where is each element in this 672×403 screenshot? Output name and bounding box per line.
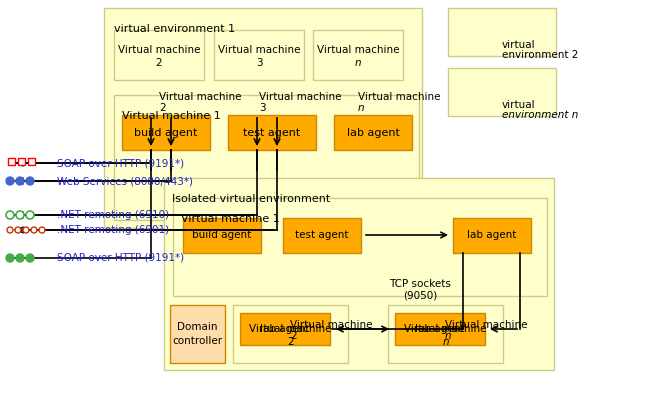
Bar	[453, 218, 531, 253]
Text: n: n	[442, 337, 449, 347]
Bar	[228, 115, 316, 150]
Circle shape	[31, 227, 37, 233]
Text: test agent: test agent	[243, 127, 300, 137]
Text: build agent: build agent	[192, 231, 251, 241]
Bar	[388, 305, 503, 363]
Text: n: n	[358, 103, 365, 113]
Text: Virtual machine: Virtual machine	[159, 93, 241, 102]
Circle shape	[26, 254, 34, 262]
Circle shape	[26, 211, 34, 219]
Text: Virtual machine: Virtual machine	[118, 45, 200, 55]
Text: lab agent: lab agent	[347, 127, 399, 137]
Bar	[8, 158, 15, 165]
Text: Isolated virtual environment: Isolated virtual environment	[172, 194, 330, 204]
Bar	[183, 218, 261, 253]
Circle shape	[23, 227, 29, 233]
Text: 3: 3	[255, 58, 262, 68]
Bar	[28, 158, 35, 165]
Bar	[448, 68, 556, 116]
Text: TCP sockets
(9050): TCP sockets (9050)	[389, 279, 451, 301]
Text: SOAP over HTTP (9191*): SOAP over HTTP (9191*)	[57, 253, 184, 263]
Bar	[18, 158, 25, 165]
Bar	[170, 305, 225, 363]
Text: virtual: virtual	[502, 100, 536, 110]
Text: Virtual machine: Virtual machine	[445, 320, 528, 330]
Bar	[283, 218, 361, 253]
Bar	[173, 198, 547, 296]
Bar	[122, 115, 210, 150]
Text: .NET remoting (6910): .NET remoting (6910)	[57, 210, 169, 220]
Circle shape	[6, 211, 14, 219]
Text: .NET remoting (6901): .NET remoting (6901)	[57, 225, 169, 235]
Circle shape	[39, 227, 45, 233]
Text: 2: 2	[290, 331, 296, 341]
Circle shape	[15, 227, 21, 233]
Text: build agent: build agent	[134, 127, 198, 137]
Circle shape	[26, 177, 34, 185]
Text: n: n	[355, 58, 362, 68]
Bar	[334, 115, 412, 150]
Text: 2: 2	[156, 58, 163, 68]
Text: lab agent: lab agent	[260, 324, 310, 334]
Bar	[164, 178, 554, 370]
Text: Virtual machine: Virtual machine	[218, 45, 300, 55]
Circle shape	[7, 227, 13, 233]
Text: controller: controller	[173, 336, 222, 346]
Bar	[395, 313, 485, 345]
Bar	[114, 30, 204, 80]
Text: Domain: Domain	[177, 322, 218, 332]
Text: SOAP over HTTP (9191*): SOAP over HTTP (9191*)	[57, 158, 184, 168]
Text: 3: 3	[259, 103, 265, 113]
Text: Virtual machine: Virtual machine	[317, 45, 399, 55]
Bar	[114, 95, 419, 220]
Text: Virtual machine: Virtual machine	[290, 320, 372, 330]
Text: 2: 2	[159, 103, 165, 113]
Text: Virtual machine 1: Virtual machine 1	[122, 111, 220, 121]
Bar	[233, 305, 348, 363]
Circle shape	[16, 254, 24, 262]
Text: 2: 2	[287, 337, 294, 347]
Text: environment 2: environment 2	[502, 50, 579, 60]
Circle shape	[16, 177, 24, 185]
Text: Virtual machine: Virtual machine	[358, 93, 441, 102]
Circle shape	[16, 211, 24, 219]
Text: Virtual machine 1: Virtual machine 1	[181, 214, 280, 224]
Bar	[448, 8, 556, 56]
Text: Virtual machine: Virtual machine	[249, 324, 332, 334]
Text: n: n	[445, 331, 452, 341]
Bar	[104, 8, 422, 228]
Text: lab agent: lab agent	[415, 324, 464, 334]
Text: lab agent: lab agent	[467, 231, 517, 241]
Bar	[214, 30, 304, 80]
Text: environment n: environment n	[502, 110, 579, 120]
Circle shape	[6, 177, 14, 185]
Bar	[313, 30, 403, 80]
Circle shape	[6, 254, 14, 262]
Text: virtual environment 1: virtual environment 1	[114, 24, 235, 34]
Text: Virtual machine: Virtual machine	[405, 324, 487, 334]
Text: Web Services (8080/443*): Web Services (8080/443*)	[57, 176, 193, 186]
Text: virtual: virtual	[502, 39, 536, 50]
Text: test agent: test agent	[295, 231, 349, 241]
Text: Virtual machine: Virtual machine	[259, 93, 341, 102]
Bar	[240, 313, 330, 345]
